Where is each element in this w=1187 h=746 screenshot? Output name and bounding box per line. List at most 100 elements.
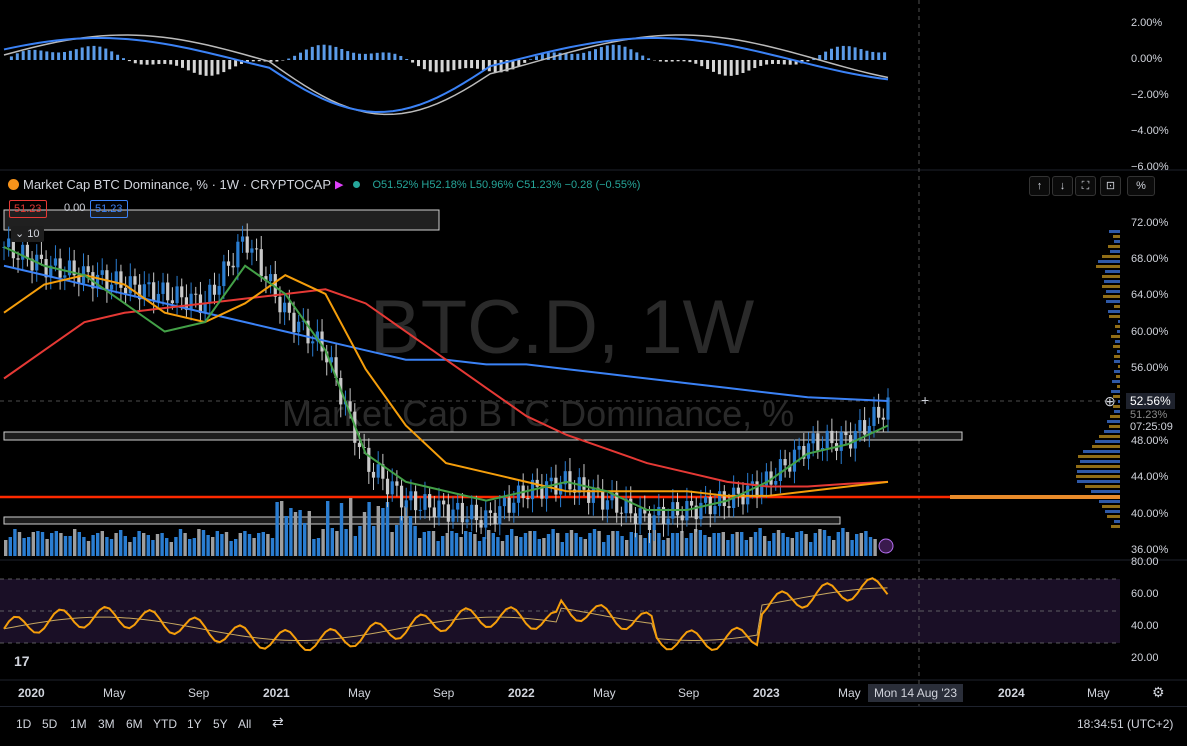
fullscreen-button[interactable]: ⛶ bbox=[1075, 176, 1096, 196]
volume-bar bbox=[289, 508, 292, 556]
macd-scale-label: −6.00% bbox=[1131, 161, 1169, 173]
volume-bar bbox=[492, 533, 495, 556]
volume-profile-bar bbox=[1118, 320, 1120, 323]
candle-body bbox=[727, 506, 730, 508]
indicator-collapse-toggle[interactable]: ⌄ 10 bbox=[11, 226, 44, 242]
volume-bar bbox=[82, 537, 85, 556]
volume-bar bbox=[501, 541, 504, 556]
volume-profile-bar bbox=[1076, 475, 1120, 478]
compare-button[interactable]: ⊡ bbox=[1100, 176, 1121, 196]
macd-histogram-bar bbox=[806, 60, 809, 61]
candle-body bbox=[681, 515, 684, 520]
volume-bar bbox=[101, 531, 104, 556]
volume-bar bbox=[680, 531, 683, 556]
percent-scale-button[interactable]: % bbox=[1127, 176, 1155, 196]
timezone-clock[interactable]: 18:34:51 (UTC+2) bbox=[1077, 717, 1173, 731]
bottom-toolbar bbox=[0, 706, 1187, 742]
volume-bar bbox=[602, 542, 605, 556]
volume-bar bbox=[846, 532, 849, 556]
macd-histogram-bar bbox=[871, 52, 874, 60]
flag-icon[interactable]: ▶ bbox=[335, 178, 343, 191]
macd-histogram-bar bbox=[69, 51, 72, 60]
macd-histogram-bar bbox=[382, 52, 385, 60]
macd-histogram-bar bbox=[523, 60, 526, 63]
macd-histogram-bar bbox=[570, 54, 573, 60]
add-alert-icon[interactable]: ⊕ bbox=[1104, 393, 1116, 410]
timeframe-5d[interactable]: 5D bbox=[42, 717, 57, 731]
macd-histogram-bar bbox=[665, 60, 668, 62]
macd-histogram-bar bbox=[783, 60, 786, 64]
candle-body bbox=[657, 507, 660, 515]
timeframe-all[interactable]: All bbox=[238, 717, 251, 731]
macd-histogram-bar bbox=[576, 54, 579, 60]
settings-gear-icon[interactable]: ⚙ bbox=[1152, 684, 1165, 701]
timeframe-1d[interactable]: 1D bbox=[16, 717, 31, 731]
move-up-button[interactable]: ↑ bbox=[1029, 176, 1050, 196]
timeframe-5y[interactable]: 5Y bbox=[213, 717, 228, 731]
volume-profile-bar bbox=[1118, 400, 1120, 403]
buy-price[interactable]: 51.23 bbox=[90, 200, 128, 218]
macd-histogram-bar bbox=[635, 52, 638, 60]
volume-bar bbox=[786, 537, 789, 556]
price-scale-label: 72.00% bbox=[1131, 217, 1168, 229]
candle-body bbox=[840, 432, 843, 451]
volume-bar bbox=[745, 540, 748, 556]
volume-bar bbox=[864, 531, 867, 556]
timeframe-ytd[interactable]: YTD bbox=[153, 717, 177, 731]
volume-bar bbox=[386, 502, 389, 556]
volume-bar bbox=[266, 534, 269, 556]
volume-bar bbox=[354, 536, 357, 556]
market-status-icon bbox=[353, 181, 360, 188]
volume-bar bbox=[708, 537, 711, 556]
volume-profile-bar bbox=[1076, 465, 1120, 468]
macd-histogram-bar bbox=[447, 60, 450, 71]
symbol-title[interactable]: Market Cap BTC Dominance, % · 1W · CRYPT… bbox=[23, 177, 331, 192]
candle-body bbox=[442, 501, 445, 505]
volume-bar bbox=[662, 540, 665, 556]
volume-profile-bar bbox=[1113, 235, 1120, 238]
candle-body bbox=[737, 488, 740, 494]
candle-body bbox=[512, 503, 515, 513]
timeframe-1y[interactable]: 1Y bbox=[187, 717, 202, 731]
date-range-icon[interactable]: ⇄ bbox=[272, 714, 284, 731]
symbol-legend[interactable]: Market Cap BTC Dominance, % · 1W · CRYPT… bbox=[8, 177, 640, 192]
volume-bar bbox=[496, 537, 499, 556]
price-scale-label: 64.00% bbox=[1131, 289, 1168, 301]
candle-body bbox=[498, 506, 501, 524]
macd-histogram-bar bbox=[629, 49, 632, 60]
candle-body bbox=[405, 500, 408, 507]
volume-bar bbox=[225, 532, 228, 556]
volume-bar bbox=[179, 529, 182, 556]
timeframe-3m[interactable]: 3M bbox=[98, 717, 115, 731]
volume-profile-bar bbox=[1114, 410, 1120, 413]
volume-bar bbox=[367, 502, 370, 556]
macd-histogram-bar bbox=[753, 60, 756, 68]
macd-histogram-bar bbox=[45, 51, 48, 60]
volume-bar bbox=[432, 531, 435, 556]
lightning-icon bbox=[879, 539, 893, 553]
timeframe-1m[interactable]: 1M bbox=[70, 717, 87, 731]
candle-body bbox=[395, 481, 398, 485]
candle-body bbox=[816, 433, 819, 450]
volume-bar bbox=[574, 533, 577, 556]
volume-bar bbox=[298, 510, 301, 556]
candle-body bbox=[180, 286, 183, 297]
volume-bar bbox=[137, 531, 140, 556]
move-down-button[interactable]: ↓ bbox=[1052, 176, 1073, 196]
macd-histogram-bar bbox=[423, 60, 426, 69]
volume-bar bbox=[519, 537, 522, 556]
macd-histogram-bar bbox=[299, 53, 302, 60]
sell-price[interactable]: 51.23 bbox=[9, 200, 47, 218]
volume-bar bbox=[400, 516, 403, 556]
timeframe-6m[interactable]: 6M bbox=[126, 717, 143, 731]
volume-bar bbox=[579, 537, 582, 556]
candle-body bbox=[844, 432, 847, 435]
tradingview-logo-icon: 17 bbox=[14, 653, 30, 669]
volume-bar bbox=[321, 529, 324, 556]
macd-histogram-bar bbox=[659, 60, 662, 61]
volume-bar bbox=[9, 537, 12, 556]
candle-body bbox=[409, 491, 412, 500]
volume-bar bbox=[763, 536, 766, 556]
